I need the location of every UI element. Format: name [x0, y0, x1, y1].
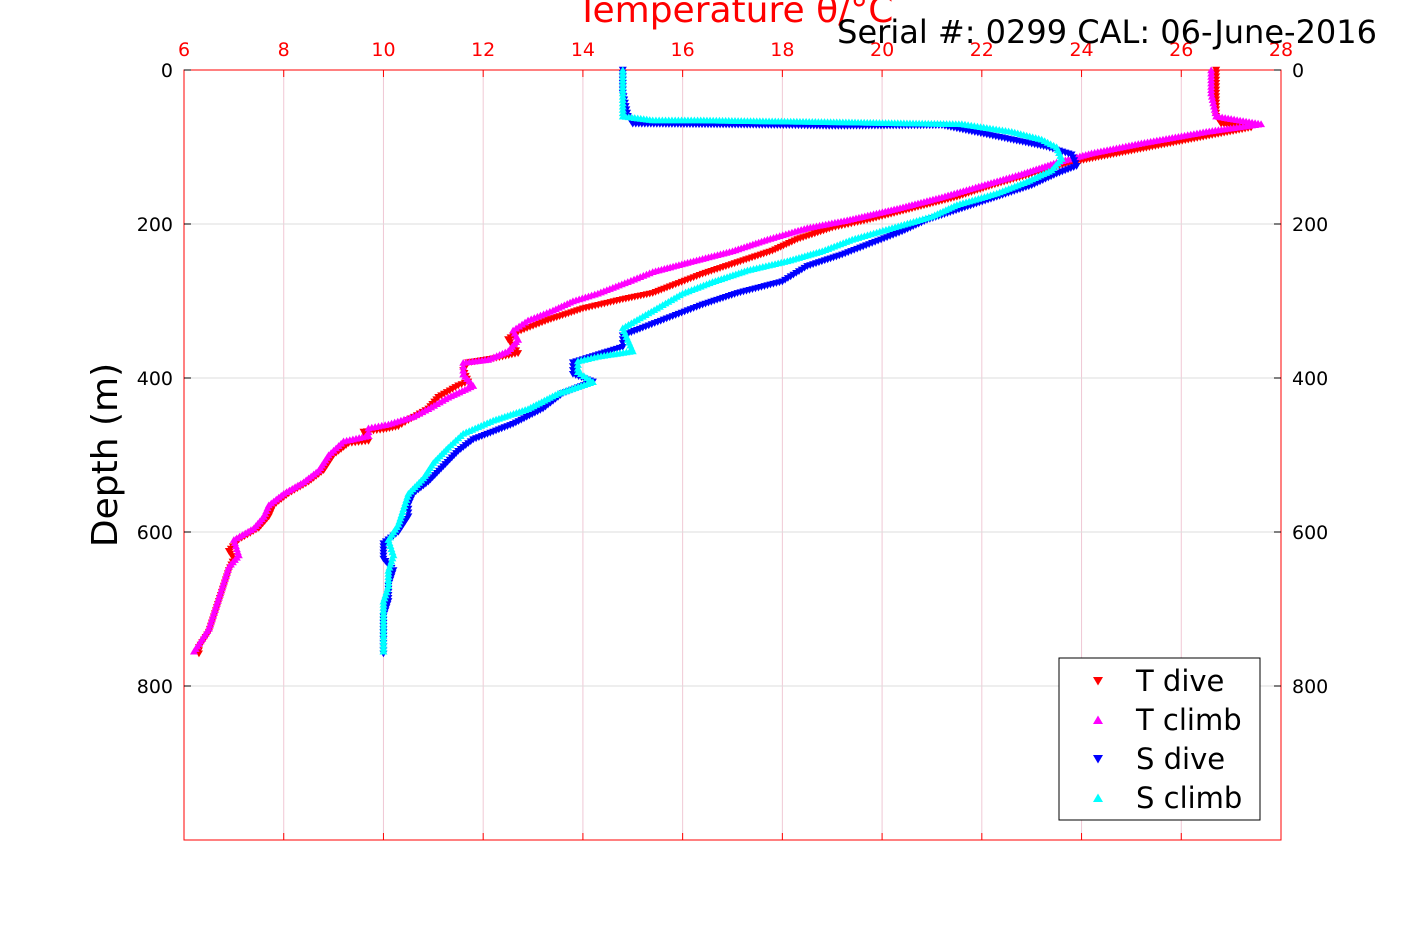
x-tick-label: 16 [671, 39, 695, 61]
x-tick-label: 12 [471, 39, 495, 61]
data-point [1207, 92, 1216, 100]
y-tick-label-right: 600 [1292, 522, 1328, 544]
data-point [1210, 102, 1219, 110]
x-tick-label: 10 [371, 39, 395, 61]
legend-marker [1093, 715, 1103, 724]
data-point [459, 359, 468, 366]
y-tick-label-right: 200 [1292, 214, 1328, 236]
x-tick-label: 22 [970, 39, 994, 61]
x-tick-label: 6 [178, 39, 190, 61]
chart-title: Serial #: 0299 CAL: 06-June-2016 [837, 13, 1377, 51]
legend-label: T dive [1135, 664, 1224, 698]
data-point [1207, 89, 1216, 97]
legend-marker [1093, 755, 1103, 764]
data-point [364, 424, 373, 432]
data-point [573, 364, 582, 372]
y-tick-label-left: 200 [137, 214, 173, 236]
plot-frame [183, 69, 1282, 841]
x-tick-label: 8 [278, 39, 290, 61]
data-point [459, 362, 468, 370]
x-tick-label: 14 [571, 39, 595, 61]
data-point [573, 357, 582, 365]
data-point [568, 367, 577, 374]
y-axis-title: Depth (m) [85, 363, 126, 547]
legend-marker [1093, 677, 1103, 686]
x-tick-label: 28 [1269, 39, 1293, 61]
y-tick-label-right: 800 [1292, 676, 1328, 698]
series-3 [379, 66, 1066, 655]
legend-box [1058, 657, 1261, 821]
y-tick-label-left: 0 [161, 60, 173, 82]
data-point [1210, 106, 1219, 113]
data-point [459, 366, 468, 374]
y-tick-label-right: 400 [1292, 368, 1328, 390]
data-point [573, 361, 582, 368]
series-layer [189, 66, 1266, 658]
legend: T dive T climb S dive S climb [1058, 657, 1261, 821]
data-point [1211, 109, 1220, 117]
y-tick-label-left: 400 [137, 368, 173, 390]
data-point [194, 650, 203, 658]
data-point [1209, 99, 1218, 107]
y-tick-label-right: 0 [1292, 60, 1304, 82]
series-1 [189, 66, 1266, 655]
data-point [189, 647, 198, 655]
legend-entries: T dive T climb S dive S climb [1093, 664, 1242, 815]
data-point [568, 363, 577, 371]
y-tick-label-left: 800 [137, 676, 173, 698]
x-tick-label: 26 [1169, 39, 1193, 61]
x-axis-title: Temperature θ/°C [576, 0, 894, 31]
data-point [379, 647, 388, 655]
legend-label: T climb [1135, 703, 1242, 737]
x-tick-label: 18 [770, 39, 794, 61]
data-point [568, 359, 577, 367]
y-tick-label-left: 600 [137, 522, 173, 544]
data-point [364, 428, 373, 436]
legend-marker [1093, 793, 1103, 802]
data-point [1208, 96, 1217, 103]
legend-label: S climb [1136, 781, 1242, 815]
x-tick-label: 24 [1069, 39, 1093, 61]
legend-label: S dive [1136, 742, 1225, 776]
x-tick-label: 20 [870, 39, 894, 61]
